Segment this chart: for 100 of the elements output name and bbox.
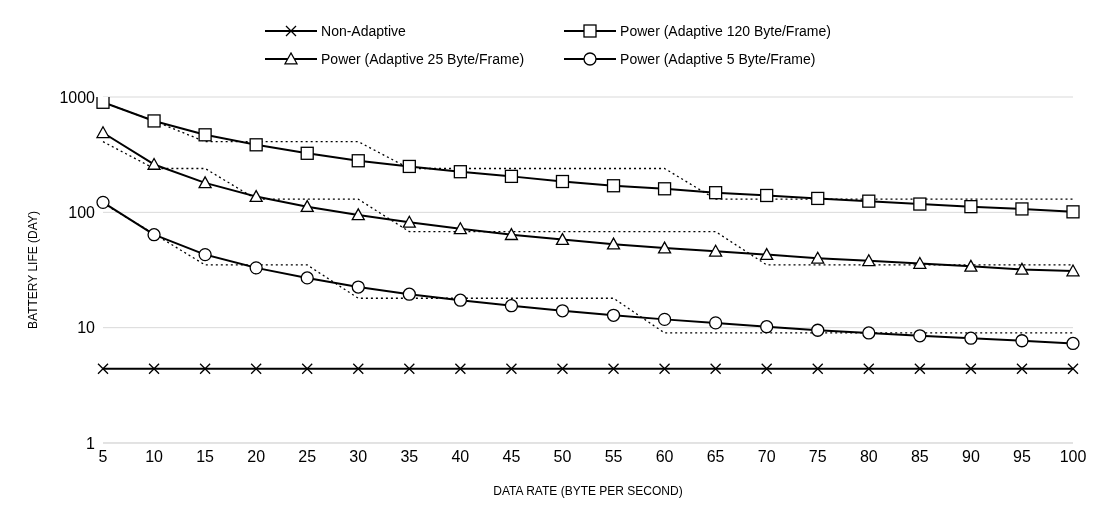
- point: [96, 195, 110, 210]
- point: [249, 189, 263, 203]
- legend-label: Power (Adaptive 120 Byte/Frame): [620, 23, 831, 39]
- point: [555, 232, 570, 246]
- point: [964, 331, 978, 345]
- x-tick-label: 20: [247, 448, 266, 466]
- point: [709, 363, 722, 375]
- x-tick-label: 50: [553, 448, 572, 466]
- y-tick-label: 10: [77, 319, 96, 337]
- point: [812, 363, 824, 375]
- point: [301, 363, 313, 375]
- point: [606, 308, 621, 322]
- point: [708, 186, 723, 200]
- point: [300, 200, 314, 213]
- point: [147, 114, 161, 128]
- legend-label: Non-Adaptive: [321, 23, 406, 39]
- point: [504, 228, 519, 241]
- point: [863, 363, 875, 375]
- x-tick-label: 55: [604, 448, 623, 466]
- point: [811, 323, 825, 337]
- point: [862, 326, 876, 340]
- point: [96, 126, 110, 139]
- point: [352, 363, 364, 375]
- point: [1066, 264, 1080, 277]
- point: [1015, 262, 1029, 275]
- y-tick-label: 1: [86, 434, 96, 452]
- point: [300, 146, 314, 160]
- x-tick-label: 10: [145, 448, 164, 466]
- x-tick-label: 35: [400, 448, 419, 466]
- point: [351, 154, 365, 168]
- point: [964, 200, 978, 214]
- point: [811, 251, 825, 264]
- point: [96, 97, 110, 109]
- point: [198, 247, 212, 262]
- point: [657, 182, 672, 196]
- x-tick-label: 45: [502, 448, 521, 466]
- x-tick-label: 40: [451, 448, 470, 466]
- point: [198, 176, 212, 189]
- point: [148, 363, 160, 375]
- point: [555, 304, 570, 318]
- y-tick-label: 1000: [59, 88, 96, 106]
- point: [657, 241, 672, 254]
- x-tick-label: 15: [196, 448, 215, 466]
- point: [1015, 202, 1029, 216]
- point: [1066, 336, 1080, 351]
- point: [351, 280, 365, 294]
- point: [250, 363, 262, 375]
- point: [913, 329, 927, 343]
- point: [453, 165, 468, 179]
- point: [403, 363, 415, 375]
- x-tick-label: 75: [808, 448, 827, 466]
- point: [965, 363, 977, 375]
- legend-label: Power (Adaptive 5 Byte/Frame): [620, 51, 816, 67]
- x-tick-label: 80: [859, 448, 878, 466]
- point: [504, 169, 519, 184]
- x-tick-label: 65: [706, 448, 725, 466]
- point: [708, 244, 723, 257]
- x-tick-label: 85: [910, 448, 929, 466]
- x-tick-label: 95: [1013, 448, 1031, 466]
- point: [147, 157, 161, 170]
- x-tick-label: 5: [98, 448, 108, 466]
- point: [658, 363, 671, 375]
- x-tick-label: 70: [757, 448, 776, 466]
- point: [760, 320, 774, 334]
- point: [1016, 363, 1028, 375]
- point: [1067, 363, 1079, 375]
- point: [198, 128, 212, 142]
- point: [914, 363, 926, 375]
- point: [708, 316, 723, 330]
- x-tick-label: 60: [655, 448, 674, 466]
- point: [1015, 334, 1029, 348]
- point: [1066, 205, 1080, 219]
- point: [402, 287, 416, 301]
- point: [606, 179, 621, 193]
- point: [607, 363, 620, 375]
- point: [760, 247, 774, 261]
- point: [249, 261, 263, 275]
- point: [249, 138, 263, 152]
- point: [862, 254, 876, 267]
- point: [454, 363, 467, 375]
- point: [402, 215, 416, 228]
- y-tick-label: 100: [68, 204, 96, 222]
- point: [453, 293, 468, 307]
- x-tick-label: 30: [349, 448, 368, 466]
- x-tick-label: 25: [298, 448, 317, 466]
- point: [147, 228, 161, 242]
- point: [862, 194, 876, 208]
- point: [964, 259, 978, 272]
- point: [606, 237, 621, 250]
- point: [199, 363, 211, 375]
- point: [556, 363, 569, 375]
- point: [760, 188, 774, 203]
- x-tick-label: 90: [962, 448, 980, 466]
- point: [504, 299, 519, 313]
- legend-label: Power (Adaptive 25 Byte/Frame): [321, 51, 525, 67]
- x-tick-label: 100: [1059, 448, 1087, 466]
- point: [761, 363, 773, 375]
- point: [913, 197, 927, 211]
- point: [811, 191, 825, 206]
- point: [453, 222, 468, 235]
